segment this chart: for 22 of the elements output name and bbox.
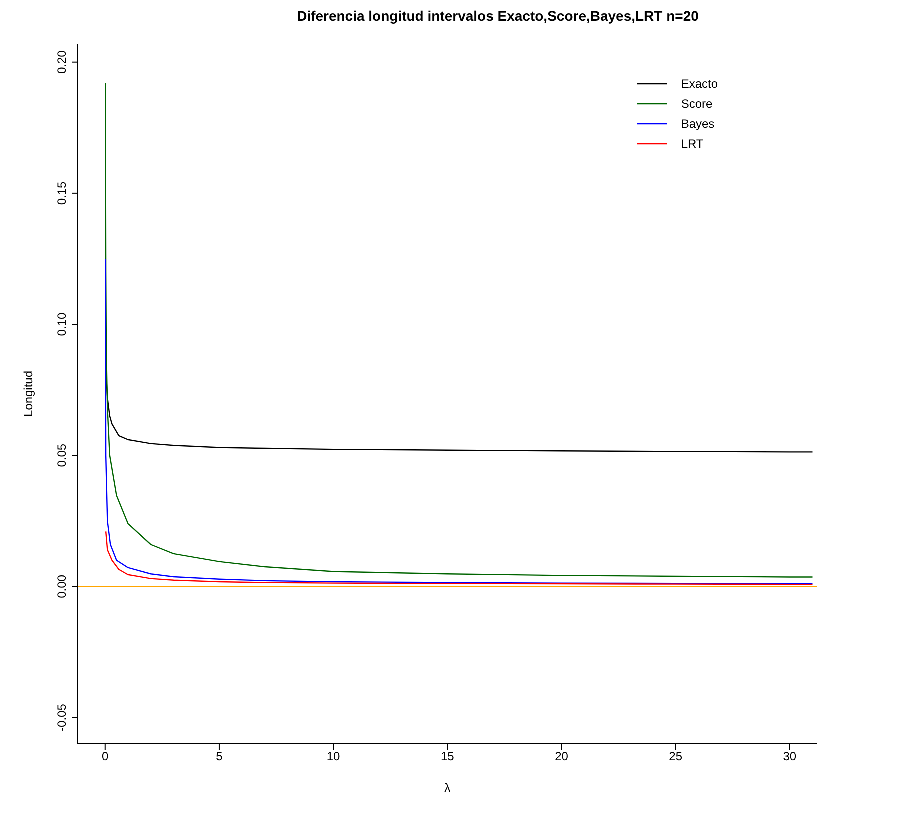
chart-title: Diferencia longitud intervalos Exacto,Score,Bayes,LRT n=20 xyxy=(296,8,700,24)
x-tick-label: 15 xyxy=(440,750,455,764)
line-series xyxy=(105,258,814,584)
y-tick-label: 0.05 xyxy=(55,444,69,468)
legend-label: LRT xyxy=(681,137,704,151)
legend-label: Exacto xyxy=(681,77,718,91)
y-tick-label: 0.00 xyxy=(55,574,69,598)
x-tick-label: 25 xyxy=(669,750,683,764)
legend-label: Bayes xyxy=(681,117,715,131)
x-tick-label: 30 xyxy=(783,750,797,764)
x-tick-label: 10 xyxy=(326,750,341,764)
x-tick-label: 5 xyxy=(216,750,224,764)
y-tick-label: 0.20 xyxy=(55,50,69,74)
line-series xyxy=(105,531,814,586)
x-axis-title: λ xyxy=(444,781,451,795)
legend-label: Score xyxy=(681,97,713,111)
y-tick-label: 0.10 xyxy=(55,312,69,336)
y-tick-label: 0.15 xyxy=(55,181,69,206)
x-tick-label: 0 xyxy=(102,750,110,764)
y-tick-label: -0.05 xyxy=(55,704,69,732)
y-axis-title: Longitud xyxy=(21,370,36,418)
x-tick-label: 20 xyxy=(555,750,569,764)
